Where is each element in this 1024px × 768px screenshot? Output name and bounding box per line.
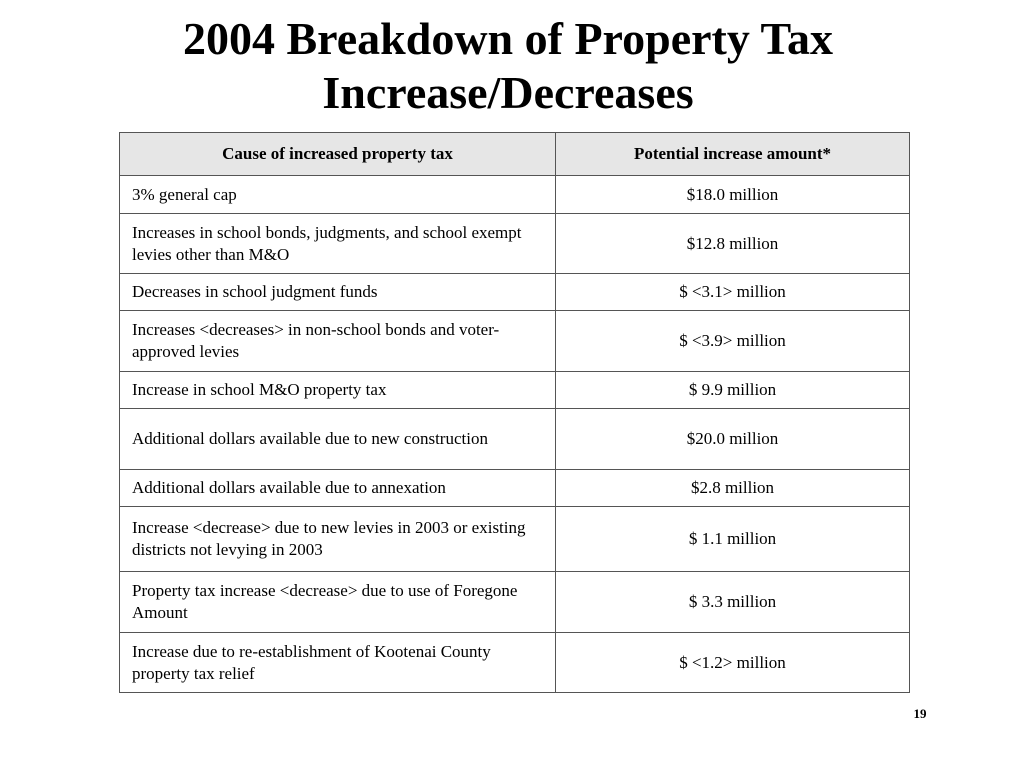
row-cause: Property tax increase <decrease> due to …	[119, 571, 556, 633]
row-amount: $ <3.1> million	[555, 273, 910, 311]
table-row: Property tax increase <decrease> due to …	[119, 571, 910, 633]
table-row: Additional dollars available due to new …	[119, 408, 910, 470]
table-row: Decreases in school judgment funds $ <3.…	[119, 273, 910, 311]
row-cause: Additional dollars available due to new …	[119, 408, 556, 470]
header-amount: Potential increase amount*	[555, 132, 910, 176]
row-cause: 3% general cap	[119, 175, 556, 214]
row-amount: $ 3.3 million	[555, 571, 910, 633]
slide-title-line-1: 2004 Breakdown of Property Tax	[182, 13, 834, 64]
row-amount: $ <3.9> million	[555, 310, 910, 372]
table-header-row: Cause of increased property tax Potentia…	[119, 132, 910, 176]
row-amount: $ <1.2> million	[555, 632, 910, 693]
row-amount: $18.0 million	[555, 175, 910, 214]
property-tax-breakdown-table: Cause of increased property tax Potentia…	[119, 132, 910, 693]
page-number: 19	[913, 706, 927, 721]
header-cause: Cause of increased property tax	[119, 132, 556, 176]
slide-title-line-2: Increase/Decreases	[322, 67, 694, 118]
row-amount: $ 9.9 million	[555, 371, 910, 409]
slide-title: 2004 Breakdown of Property Tax Increase/…	[0, 12, 1016, 120]
row-cause: Decreases in school judgment funds	[119, 273, 556, 311]
row-cause: Increase due to re-establishment of Koot…	[119, 632, 556, 693]
row-cause: Increase in school M&O property tax	[119, 371, 556, 409]
table-row: Increases in school bonds, judgments, an…	[119, 213, 910, 274]
row-cause: Increases <decreases> in non-school bond…	[119, 310, 556, 372]
row-amount: $20.0 million	[555, 408, 910, 470]
row-cause: Additional dollars available due to anne…	[119, 469, 556, 507]
row-amount: $2.8 million	[555, 469, 910, 507]
row-cause: Increases in school bonds, judgments, an…	[119, 213, 556, 274]
table-row: Increase <decrease> due to new levies in…	[119, 506, 910, 572]
row-amount: $12.8 million	[555, 213, 910, 274]
table-row: Additional dollars available due to anne…	[119, 469, 910, 507]
row-amount: $ 1.1 million	[555, 506, 910, 572]
row-cause: Increase <decrease> due to new levies in…	[119, 506, 556, 572]
table-row: Increases <decreases> in non-school bond…	[119, 310, 910, 372]
table-row: 3% general cap $18.0 million	[119, 175, 910, 214]
table-row: Increase due to re-establishment of Koot…	[119, 632, 910, 693]
table-row: Increase in school M&O property tax $ 9.…	[119, 371, 910, 409]
